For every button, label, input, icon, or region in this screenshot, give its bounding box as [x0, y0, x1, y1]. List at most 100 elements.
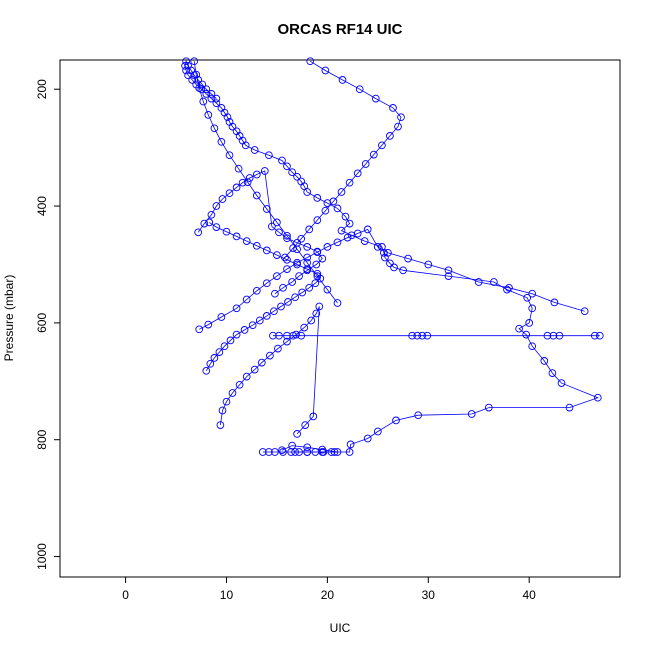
data-series [258, 441, 342, 456]
data-point [258, 448, 267, 456]
data-point [503, 285, 511, 294]
data-point [265, 151, 273, 160]
data-point [243, 178, 252, 186]
data-point [540, 357, 549, 365]
data-point [232, 183, 241, 192]
data-point [543, 331, 552, 340]
data-point [188, 76, 197, 84]
data-point [311, 279, 320, 288]
x-axis: 0 10 20 30 40 [122, 577, 536, 602]
data-point [353, 169, 362, 178]
data-point [303, 448, 312, 456]
data-point [245, 174, 254, 182]
data-point [269, 331, 277, 340]
data-point [250, 365, 259, 374]
data-point [212, 99, 221, 108]
data-point [327, 448, 336, 456]
data-series [190, 57, 342, 307]
data-point [386, 132, 394, 140]
data-point [182, 57, 190, 66]
data-point [298, 288, 307, 297]
data-point [270, 307, 278, 316]
x-tick-label: 40 [523, 588, 537, 602]
data-point [337, 226, 346, 235]
data-point [337, 188, 346, 196]
data-point [232, 232, 241, 241]
data-point [265, 448, 273, 456]
data-point [318, 254, 327, 263]
data-point [204, 320, 213, 329]
data-point [252, 241, 261, 250]
data-point [386, 259, 394, 268]
data-point [528, 304, 537, 313]
data-point [288, 441, 296, 450]
data-point [207, 90, 216, 98]
data-series [194, 167, 327, 298]
data-point [220, 342, 229, 351]
data-point [550, 298, 559, 307]
plot-frame [59, 59, 621, 578]
series-line [262, 445, 338, 453]
y-axis: 200 400 600 800 1000 [35, 79, 60, 570]
data-point [338, 76, 347, 84]
data-point [355, 85, 364, 94]
data-point [217, 104, 226, 112]
data-point [262, 246, 271, 255]
data-point [444, 266, 453, 275]
data-point [305, 283, 314, 292]
data-point [293, 260, 301, 269]
y-tick-label: 400 [35, 196, 49, 216]
data-point [200, 219, 209, 228]
x-axis-label: UIC [330, 621, 351, 635]
data-point [321, 206, 330, 215]
data-point [212, 202, 221, 210]
data-point [323, 285, 332, 294]
data-point [484, 403, 493, 412]
data-point [363, 225, 372, 234]
data-point [329, 197, 338, 206]
data-point [593, 393, 602, 402]
data-point [215, 348, 224, 356]
data-series [195, 225, 589, 334]
data-point [467, 410, 476, 418]
data-point [313, 247, 322, 256]
data-point [590, 331, 599, 340]
x-tick-label: 30 [422, 588, 436, 602]
data-point [557, 379, 566, 387]
data-point [490, 278, 498, 286]
data-point [192, 70, 201, 79]
data-point [238, 178, 247, 187]
data-point [323, 243, 332, 251]
data-point [333, 299, 342, 307]
data-point [273, 218, 281, 227]
data-series [269, 331, 604, 340]
data-point [555, 331, 564, 340]
data-point [384, 248, 392, 257]
data-point [242, 237, 251, 245]
data-point [210, 124, 219, 133]
data-point [266, 351, 274, 360]
data-point [281, 253, 289, 262]
data-point [283, 337, 291, 346]
data-point [318, 445, 327, 454]
data-point [275, 331, 283, 340]
data-point [222, 397, 231, 406]
data-point [225, 189, 234, 198]
data-point [202, 90, 211, 98]
data-point [277, 302, 285, 311]
data-point [414, 411, 423, 420]
data-point [226, 336, 235, 345]
data-point [311, 448, 320, 456]
data-point [373, 427, 382, 436]
data-point [595, 331, 604, 340]
data-point [204, 111, 213, 119]
data-point [303, 253, 312, 262]
data-point [303, 243, 312, 251]
data-point [423, 331, 432, 340]
data-point [252, 286, 261, 295]
data-point [271, 448, 279, 456]
data-point [273, 272, 281, 280]
data-point [565, 403, 574, 412]
y-tick-label: 1000 [35, 543, 49, 570]
data-point [255, 316, 264, 325]
